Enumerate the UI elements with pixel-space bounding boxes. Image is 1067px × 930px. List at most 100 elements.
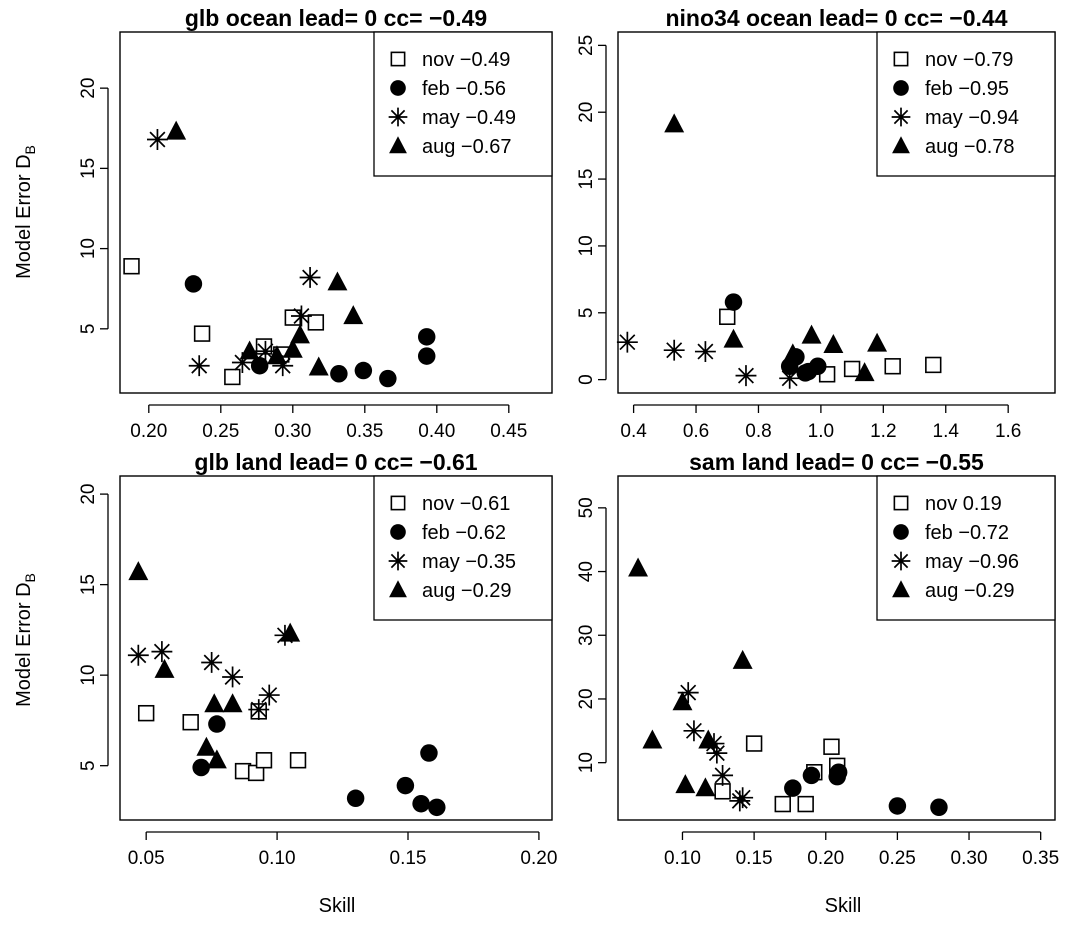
y-tick-label: 30 — [576, 625, 597, 646]
y-tick-label: 20 — [78, 78, 99, 99]
x-tick-label: 0.20 — [807, 848, 844, 869]
point-may — [706, 742, 728, 764]
point-aug — [290, 324, 310, 344]
y-tick-label: 10 — [78, 238, 99, 259]
point-aug — [327, 271, 348, 291]
legend-label-aug: aug −0.29 — [422, 580, 512, 602]
point-may — [201, 652, 223, 673]
series-aug — [664, 113, 888, 382]
y-tick-label: 15 — [78, 158, 99, 179]
y-tick-label: 10 — [576, 235, 597, 256]
point-aug — [308, 356, 329, 376]
point-may — [258, 684, 280, 706]
point-feb — [802, 766, 821, 785]
point-feb — [379, 369, 397, 388]
point-feb — [330, 365, 348, 383]
point-aug — [196, 736, 217, 756]
y-axis-title-subscript: B — [22, 145, 38, 154]
point-aug — [732, 649, 753, 669]
point-feb — [930, 798, 948, 816]
point-aug — [222, 693, 243, 713]
point-nov — [843, 360, 861, 378]
point-aug — [723, 328, 744, 348]
point-aug — [628, 557, 649, 577]
point-nov — [719, 308, 736, 325]
panel-title: glb land lead= 0 cc= −0.61 — [194, 449, 477, 475]
point-nov — [714, 783, 731, 800]
point-aug — [642, 729, 663, 749]
point-nov — [823, 738, 840, 755]
point-may — [779, 367, 801, 389]
point-may — [254, 340, 276, 362]
point-nov — [182, 714, 199, 731]
x-tick-label: 0.05 — [128, 848, 165, 869]
legend-label-feb: feb −0.95 — [925, 78, 1009, 100]
series-may — [616, 331, 801, 389]
point-aug — [239, 340, 260, 360]
point-aug — [280, 622, 301, 642]
x-tick-label: 0.15 — [390, 848, 427, 869]
series-nov — [137, 703, 307, 782]
legend-label-aug: aug −0.29 — [925, 580, 1015, 602]
point-aug — [823, 334, 844, 353]
series-aug — [166, 120, 364, 376]
y-axis-title-main: Model Error D — [13, 154, 35, 278]
plot-frame — [617, 31, 1056, 394]
legend-marker-may — [388, 551, 408, 571]
x-tick-label: 0.15 — [736, 848, 773, 869]
point-feb — [784, 779, 802, 797]
legend-label-aug: aug −0.78 — [925, 136, 1015, 158]
legend-label-aug: aug −0.67 — [422, 136, 512, 158]
point-may — [712, 764, 734, 786]
point-aug — [343, 305, 364, 325]
legend-label-nov: nov 0.19 — [925, 493, 1002, 515]
point-may — [290, 305, 312, 327]
y-tick-label: 10 — [576, 752, 597, 773]
y-tick-label: 50 — [576, 497, 597, 518]
y-tick-label: 5 — [78, 324, 99, 335]
point-feb — [396, 776, 415, 795]
point-feb — [888, 797, 907, 815]
legend-marker-aug — [389, 136, 407, 154]
x-tick-label: 1.4 — [933, 421, 960, 442]
legend: nov −0.61 feb −0.62 may −0.35 aug −0.29 — [373, 475, 553, 621]
legend-marker-nov — [390, 495, 406, 511]
plot-frame — [119, 475, 553, 821]
legend-marker-feb — [390, 80, 406, 96]
legend-marker-feb — [893, 80, 909, 96]
point-feb — [192, 758, 210, 777]
legend-label-feb: feb −0.62 — [422, 522, 506, 544]
legend-marker-nov — [893, 51, 909, 67]
series-aug — [628, 557, 753, 797]
series-feb — [784, 763, 948, 816]
point-may — [127, 644, 149, 666]
x-tick-label: 1.6 — [995, 421, 1021, 442]
legend-label-nov: nov −0.49 — [422, 49, 510, 71]
point-feb — [184, 275, 203, 293]
point-aug — [801, 324, 822, 344]
point-aug — [867, 332, 888, 352]
point-aug — [664, 113, 685, 133]
legend-marker-nov — [390, 51, 406, 67]
y-axis-title-main: Model Error D — [13, 582, 35, 706]
point-may — [732, 787, 754, 809]
y-tick-label: 20 — [78, 484, 99, 505]
point-feb — [417, 328, 436, 346]
x-tick-label: 1.0 — [808, 421, 834, 442]
legend-marker-feb — [893, 524, 909, 540]
x-tick-label: 0.25 — [879, 848, 916, 869]
x-tick-label: 1.2 — [870, 421, 896, 442]
point-aug — [672, 691, 693, 711]
legend-label-feb: feb −0.56 — [422, 78, 506, 100]
point-nov — [255, 752, 273, 769]
legend: nov −0.49 feb −0.56 may −0.49 aug −0.67 — [373, 31, 553, 177]
point-may — [222, 666, 244, 688]
x-tick-label: 0.10 — [259, 848, 296, 869]
y-axis-title-subscript: B — [22, 573, 38, 582]
point-feb — [208, 715, 226, 733]
point-nov — [137, 704, 155, 722]
point-nov — [745, 735, 763, 752]
y-tick-label: 20 — [576, 688, 597, 709]
